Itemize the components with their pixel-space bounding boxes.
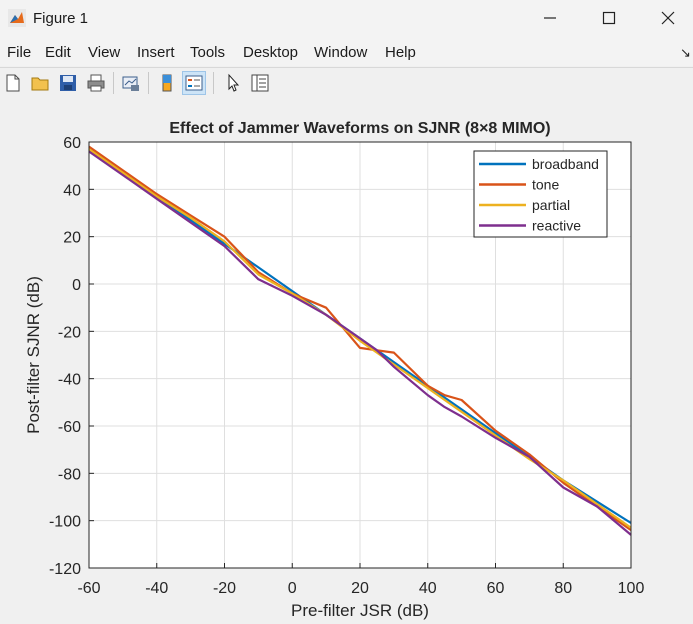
legend-label-broadband: broadband (532, 156, 599, 172)
menu-bar (0, 38, 693, 66)
menu-view[interactable]: View (88, 44, 121, 61)
property-inspector-button[interactable] (248, 71, 272, 95)
save-icon (60, 75, 76, 91)
legend[interactable]: broadband tone partial reactive (473, 150, 608, 238)
x-tick-label: 0 (288, 580, 297, 597)
legend-icon (185, 75, 203, 91)
open-file-button[interactable] (28, 71, 52, 95)
new-file-icon (6, 74, 20, 92)
toolbar-separator (213, 72, 214, 94)
property-inspector-icon (251, 74, 269, 92)
title-bar: Figure 1 (0, 0, 693, 38)
chart-title: Effect of Jammer Waveforms on SJNR (8×8 … (169, 120, 550, 137)
colorbar-icon (162, 74, 172, 92)
close-button[interactable] (637, 0, 693, 36)
toolbar (0, 67, 693, 101)
series-line-reactive (88, 150, 632, 536)
maximize-button[interactable] (578, 0, 640, 36)
print-button[interactable] (84, 71, 108, 95)
maximize-icon (602, 11, 616, 25)
folder-icon (31, 77, 49, 91)
y-tick-label: -60 (58, 419, 81, 436)
menu-edit[interactable]: Edit (45, 44, 71, 61)
x-tick-label: -20 (213, 580, 236, 597)
save-button[interactable] (56, 71, 80, 95)
chart: -60 -40 -20 0 20 40 60 80 100 60 40 20 0 -20 -40 -60 -80… (24, 120, 644, 620)
toolbar-separator (113, 72, 114, 94)
toolbar-separator (148, 72, 149, 94)
menu-window[interactable]: Window (314, 44, 368, 61)
pointer-arrow-icon (228, 73, 240, 92)
menu-help[interactable]: Help (385, 44, 416, 61)
menu-file[interactable]: File (7, 44, 32, 61)
link-plot-icon (122, 76, 139, 91)
legend-box (473, 150, 608, 238)
edit-plot-button[interactable] (221, 71, 245, 95)
x-tick-label: 40 (419, 580, 437, 597)
series-line-partial (88, 148, 632, 529)
x-tick-label: -60 (77, 580, 100, 597)
axis-ticks: -60 -40 -20 0 20 40 60 80 100 60 40 20 0 -20 -40 -60 -80… (49, 135, 644, 597)
legend-label-partial: partial (532, 197, 570, 213)
y-tick-label: -100 (49, 514, 81, 531)
minimize-icon (544, 17, 556, 19)
insert-colorbar-button[interactable] (155, 71, 179, 95)
x-tick-label: 60 (487, 580, 505, 597)
menu-insert[interactable]: Insert (137, 44, 175, 61)
minimize-button[interactable] (519, 0, 581, 36)
dock-arrow-icon[interactable]: ↘ (680, 45, 691, 60)
y-tick-label: 60 (63, 135, 81, 152)
x-tick-label: 100 (618, 580, 645, 597)
y-axis-label: Post-filter SJNR (dB) (24, 276, 43, 434)
legend-label-tone: tone (532, 177, 559, 193)
matlab-icon (8, 9, 26, 27)
x-axis-label: Pre-filter JSR (dB) (291, 601, 429, 620)
link-plot-button[interactable] (119, 71, 143, 95)
printer-icon (87, 74, 105, 92)
y-tick-label: -20 (58, 324, 81, 341)
insert-legend-button[interactable] (182, 71, 206, 95)
x-tick-label: -40 (145, 580, 168, 597)
x-tick-label: 80 (554, 580, 572, 597)
series-lines (88, 145, 632, 536)
y-tick-label: 0 (72, 277, 81, 294)
y-tick-label: -120 (49, 561, 81, 578)
window-title: Figure 1 (33, 10, 89, 27)
x-tick-label: 20 (351, 580, 369, 597)
menu-desktop[interactable]: Desktop (243, 44, 299, 61)
menu-tools[interactable]: Tools (190, 44, 226, 61)
legend-label-reactive: reactive (532, 218, 581, 234)
y-tick-label: -80 (58, 466, 81, 483)
close-icon (661, 11, 675, 25)
y-tick-label: -40 (58, 372, 81, 389)
y-tick-label: 20 (63, 230, 81, 247)
new-figure-button[interactable] (1, 71, 25, 95)
y-tick-label: 40 (63, 182, 81, 199)
